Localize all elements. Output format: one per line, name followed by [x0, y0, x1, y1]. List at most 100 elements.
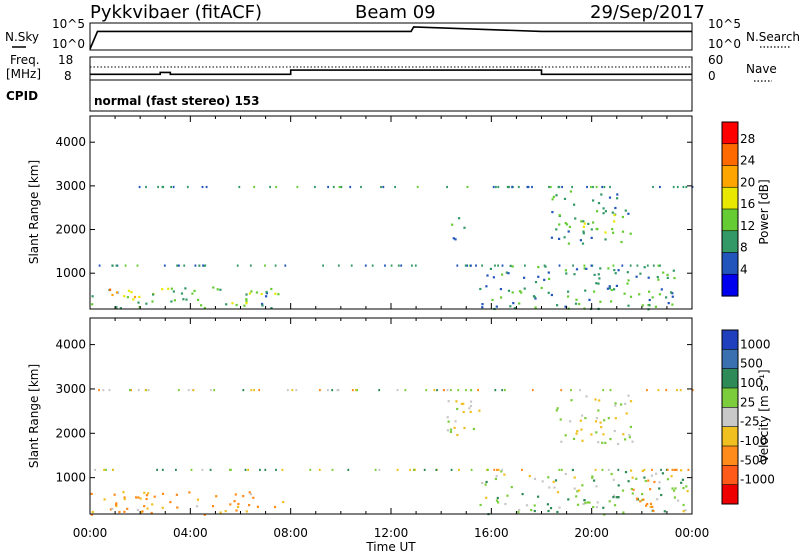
heatmap-cell [582, 220, 585, 223]
heatmap-cell [139, 497, 142, 500]
heatmap-cell [593, 273, 596, 276]
heatmap-cell [597, 273, 600, 276]
heatmap-cell [458, 468, 460, 471]
heatmap-cell [98, 264, 101, 267]
heatmap-cell [506, 494, 509, 497]
nsky-tick-top: 10^5 [52, 17, 85, 31]
heatmap-cell [244, 468, 247, 471]
heatmap-cell [130, 291, 133, 294]
heatmap-cell [119, 307, 122, 310]
heatmap-cell [469, 400, 473, 403]
heatmap-cell [170, 300, 173, 303]
heatmap-cell [123, 496, 126, 499]
heatmap-cell [573, 273, 576, 276]
heatmap-cell [533, 504, 536, 507]
heatmap-cell [486, 274, 489, 277]
heatmap-cell [614, 402, 617, 405]
colorbar-segment [722, 230, 738, 254]
colorbar-segment [722, 465, 738, 486]
heatmap-cell [517, 185, 520, 189]
heatmap-cell [152, 293, 155, 296]
colorbar-segment [722, 143, 738, 167]
heatmap-cell [400, 264, 403, 267]
heatmap-cell [115, 505, 118, 508]
heatmap-cell [485, 496, 488, 499]
heatmap-cell [250, 389, 253, 392]
heatmap-cell [243, 304, 246, 307]
heatmap-cell [617, 484, 620, 487]
heatmap-cell [656, 498, 659, 501]
heatmap-cell [497, 264, 499, 267]
heatmap-cell [224, 510, 227, 513]
heatmap-cell [91, 303, 94, 306]
heatmap-cell [204, 264, 207, 267]
heatmap-cell [604, 441, 607, 444]
heatmap-cell [586, 185, 588, 189]
heatmap-cell [580, 220, 583, 223]
heatmap-cell [404, 389, 407, 392]
heatmap-cell [603, 419, 606, 422]
heatmap-cell [291, 389, 294, 392]
heatmap-cell [249, 493, 252, 496]
heatmap-cell [612, 494, 616, 497]
colorbar-tick-label: 28 [740, 132, 755, 146]
heatmap-cell [161, 468, 164, 471]
heatmap-cell [567, 498, 570, 501]
heatmap-cell [173, 299, 176, 302]
heatmap-cell [396, 389, 399, 392]
heatmap-cell [569, 190, 572, 193]
heatmap-cell [456, 264, 459, 267]
heatmap-cell [625, 412, 628, 415]
heatmap-cell [161, 492, 165, 495]
velocity-panel-frame [89, 317, 693, 515]
heatmap-cell [567, 230, 570, 233]
heatmap-cell [627, 279, 630, 282]
heatmap-cell [600, 426, 603, 429]
heatmap-cell [105, 468, 107, 471]
colorbar-segment [722, 209, 738, 232]
heatmap-cell [658, 293, 661, 296]
heatmap-cell [578, 302, 581, 306]
heatmap-cell [608, 500, 611, 503]
heatmap-cell [663, 510, 666, 513]
heatmap-cell [457, 389, 460, 392]
heatmap-cell [378, 468, 381, 471]
heatmap-cell [456, 433, 459, 437]
heatmap-cell [275, 185, 278, 189]
heatmap-cell [234, 493, 237, 496]
heatmap-cell [394, 185, 396, 189]
heatmap-cell [588, 298, 591, 301]
heatmap-cell [614, 417, 617, 420]
heatmap-cell [638, 293, 641, 296]
heatmap-cell [576, 490, 579, 493]
heatmap-cell [477, 389, 479, 392]
heatmap-cell [629, 425, 632, 428]
heatmap-cell [123, 295, 126, 298]
freq-panel-frame [89, 56, 693, 81]
power-panel-frame [89, 115, 693, 310]
heatmap-cell [454, 238, 457, 241]
heatmap-cell [170, 287, 173, 290]
heatmap-cell [115, 503, 118, 506]
heatmap-cell [674, 487, 677, 490]
heatmap-cell [270, 307, 273, 310]
heatmap-cell [590, 433, 593, 436]
heatmap-cell [235, 303, 238, 307]
heatmap-cell [508, 185, 510, 189]
heatmap-cell [551, 198, 554, 201]
heatmap-cell [446, 389, 449, 392]
heatmap-cell [380, 185, 382, 189]
heatmap-cell [537, 275, 540, 278]
heatmap-cell [183, 264, 186, 267]
heatmap-cell [449, 430, 452, 433]
heatmap-cell [337, 264, 340, 267]
heatmap-cell [673, 277, 676, 280]
power-ylabel: Slant Range [km] [27, 160, 41, 264]
heatmap-cell [188, 491, 191, 494]
colorbar-tick-label: 16 [740, 197, 755, 211]
heatmap-cell [425, 389, 428, 392]
heatmap-cell [653, 480, 656, 484]
heatmap-cell [253, 185, 256, 189]
heatmap-cell [219, 288, 222, 291]
heatmap-cell [470, 468, 473, 471]
